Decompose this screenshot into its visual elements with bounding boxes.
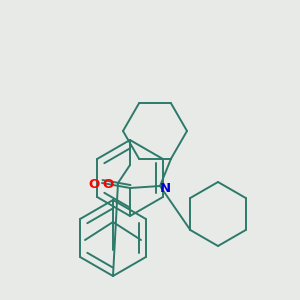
Text: O: O xyxy=(102,178,114,191)
Text: N: N xyxy=(159,182,171,194)
Text: O: O xyxy=(88,178,100,190)
